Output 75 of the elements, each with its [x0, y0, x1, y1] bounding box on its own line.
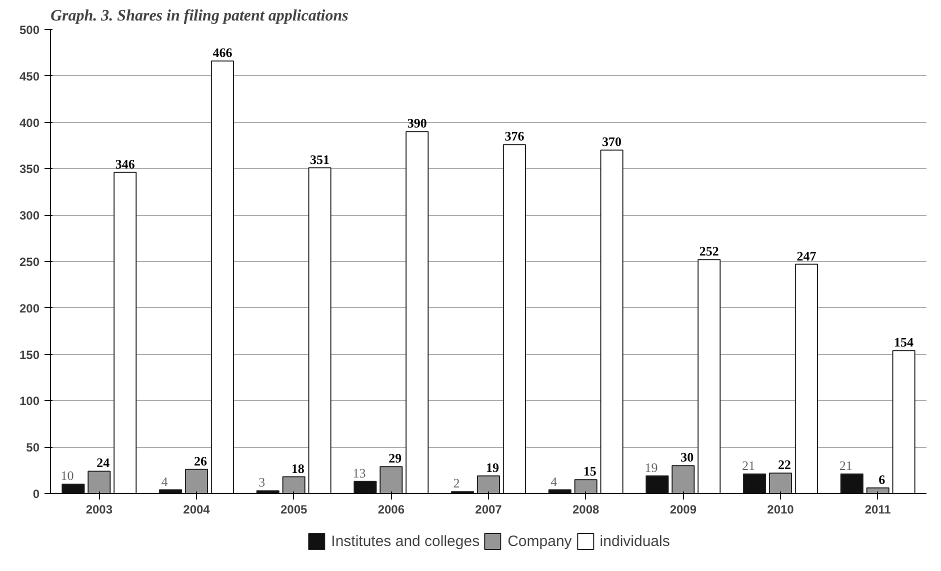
data-label: 21	[742, 458, 756, 474]
data-label: 4	[550, 474, 558, 489]
bar	[600, 150, 624, 494]
x-tick-label: 2008	[572, 502, 600, 516]
x-tick-label: 2004	[183, 502, 210, 516]
bar	[892, 350, 916, 494]
bar	[88, 470, 111, 494]
legend-label: Institutes and colleges	[331, 532, 480, 550]
x-tick-label: 2009	[670, 502, 697, 516]
data-label: 346	[115, 156, 136, 172]
data-label: 24	[96, 455, 110, 470]
y-tick-label: 300	[19, 208, 40, 223]
x-tick-label: 2007	[475, 502, 502, 516]
data-label: 13	[352, 465, 366, 480]
data-label: 247	[796, 248, 817, 264]
bar	[308, 167, 332, 494]
bar	[646, 475, 669, 494]
bar	[184, 468, 208, 494]
data-label: 2	[453, 476, 460, 491]
bar	[114, 172, 137, 494]
data-label: 4	[161, 474, 168, 489]
y-tick-label: 500	[19, 23, 40, 37]
bar	[476, 475, 500, 494]
bar	[380, 466, 403, 494]
y-tick-label: 0	[32, 487, 40, 501]
bar	[866, 487, 890, 494]
data-label: 26	[194, 453, 208, 468]
data-label: 376	[504, 128, 525, 144]
y-tick-label: 50	[26, 440, 40, 455]
data-label: 18	[291, 460, 305, 476]
data-label: 10	[60, 468, 74, 484]
data-label: 19	[486, 460, 500, 475]
y-tick-label: 400	[19, 116, 40, 130]
data-label: 21	[839, 458, 852, 474]
bar	[406, 131, 429, 494]
bar	[210, 60, 234, 494]
bar	[768, 472, 792, 494]
data-label: 29	[388, 450, 402, 466]
y-tick-label: 250	[19, 255, 40, 269]
x-tick-label: 2003	[86, 502, 113, 516]
data-label: 154	[894, 334, 914, 350]
chart-title: Graph. 3. Shares in filing patent applications	[50, 8, 348, 24]
data-label: 466	[212, 45, 233, 60]
legend-label: Company	[508, 532, 572, 550]
data-label: 6	[878, 472, 886, 487]
bar	[698, 259, 721, 494]
bar	[256, 490, 280, 494]
x-tick-label: 2005	[280, 502, 308, 516]
data-label: 351	[310, 152, 330, 167]
x-tick-label: 2011	[864, 502, 892, 516]
bar	[574, 479, 598, 494]
data-label: 30	[680, 450, 694, 465]
y-tick-label: 150	[19, 348, 40, 362]
bar	[672, 465, 695, 494]
y-tick-label: 350	[19, 162, 40, 176]
data-label: 3	[258, 474, 266, 490]
bar	[794, 264, 818, 494]
bar	[743, 474, 766, 494]
bar	[282, 476, 306, 494]
y-tick-label: 200	[19, 301, 40, 316]
x-tick-label: 2010	[767, 502, 794, 516]
data-label: 22	[778, 457, 791, 472]
data-label: 15	[583, 464, 597, 479]
bar	[840, 474, 864, 494]
bar	[62, 484, 85, 494]
bar	[354, 480, 377, 494]
x-tick-label: 2006	[378, 502, 405, 516]
data-label: 370	[602, 134, 622, 150]
y-tick-label: 100	[19, 394, 40, 408]
data-label: 19	[644, 460, 658, 475]
data-label: 390	[407, 116, 427, 131]
y-tick-label: 450	[19, 69, 40, 84]
data-label: 252	[699, 244, 719, 259]
bar	[502, 144, 526, 494]
legend-label: individuals	[600, 532, 670, 550]
